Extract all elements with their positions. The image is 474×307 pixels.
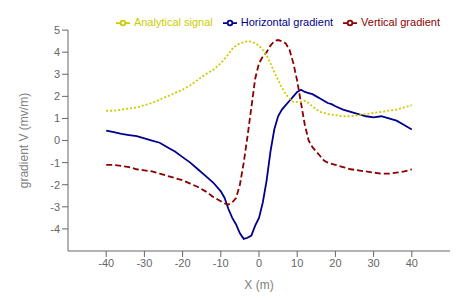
html-text:Horizontal gradient: Horizontal gradient <box>240 16 334 28</box>
svg-text:gradient V (mv/m): gradient V (mv/m) <box>17 93 31 188</box>
svg-text:-1: -1 <box>50 157 60 169</box>
svg-text:0: 0 <box>256 257 262 269</box>
svg-text:-20: -20 <box>175 257 191 269</box>
svg-text:-3: -3 <box>50 201 60 213</box>
svg-text:20: 20 <box>329 257 341 269</box>
svg-text:-30: -30 <box>136 257 152 269</box>
svg-text:40: 40 <box>406 257 418 269</box>
svg-text:-10: -10 <box>213 257 229 269</box>
svg-text:-4: -4 <box>50 223 60 235</box>
svg-text:-40: -40 <box>98 257 114 269</box>
svg-text:4: 4 <box>54 46 60 58</box>
svg-text:X (m): X (m) <box>244 278 273 292</box>
html-text:Vertical gradient: Vertical gradient <box>361 16 440 28</box>
svg-text:30: 30 <box>367 257 379 269</box>
svg-text:1: 1 <box>54 112 60 124</box>
svg-text:10: 10 <box>291 257 303 269</box>
svg-text:3: 3 <box>54 68 60 80</box>
svg-text:5: 5 <box>54 24 60 36</box>
svg-text:0: 0 <box>54 134 60 146</box>
html-text:Analytical signal: Analytical signal <box>133 16 213 28</box>
svg-text:2: 2 <box>54 90 60 102</box>
svg-text:-2: -2 <box>50 179 60 191</box>
